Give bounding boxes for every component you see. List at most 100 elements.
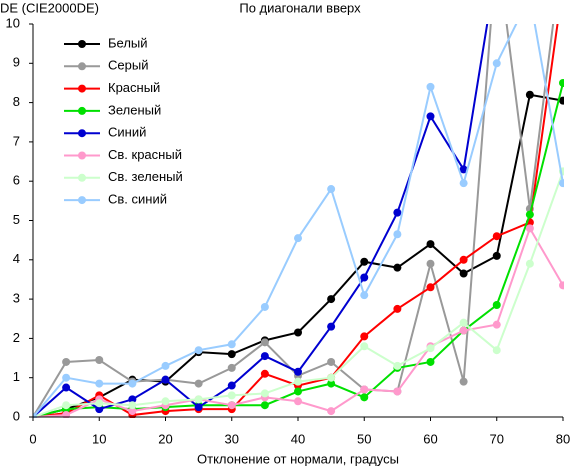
data-point <box>227 350 236 359</box>
legend-marker <box>78 173 86 182</box>
data-point <box>459 377 468 386</box>
data-point <box>459 255 468 264</box>
data-point <box>393 208 402 217</box>
data-point <box>426 240 435 249</box>
data-point <box>294 397 302 406</box>
data-point <box>525 259 534 268</box>
data-point <box>459 326 468 335</box>
data-point <box>62 401 71 410</box>
data-point <box>327 379 336 388</box>
data-point <box>426 82 435 91</box>
data-point <box>194 403 203 412</box>
data-point <box>360 385 369 394</box>
data-point <box>459 269 468 278</box>
data-point <box>327 185 336 194</box>
y-tick-label: 6 <box>13 173 20 188</box>
data-point <box>227 340 236 349</box>
y-axis-label: DE (CIE2000DE) <box>0 0 99 15</box>
data-point <box>360 342 369 351</box>
data-point <box>492 251 501 260</box>
data-point <box>194 346 203 355</box>
plot-area <box>33 24 564 418</box>
x-tick-label: 30 <box>225 431 239 446</box>
y-tick-label: 4 <box>13 251 20 266</box>
data-point <box>95 399 104 408</box>
legend-label: Св. синий <box>108 192 167 207</box>
data-point <box>294 367 302 376</box>
data-point <box>62 411 71 418</box>
data-point <box>294 377 302 386</box>
y-tick-label: 9 <box>13 55 20 70</box>
legend-label: Белый <box>108 35 148 50</box>
data-point <box>95 379 104 388</box>
chart-title: По диагонали вверх <box>239 0 361 15</box>
data-point <box>525 224 534 233</box>
data-point <box>459 165 468 174</box>
y-tick-label: 10 <box>6 15 20 30</box>
data-point <box>327 322 336 331</box>
data-point <box>492 300 501 309</box>
data-point <box>393 263 402 272</box>
data-point <box>393 387 402 396</box>
data-point <box>492 232 501 241</box>
legend-marker <box>78 129 86 138</box>
data-point <box>260 369 269 378</box>
data-point <box>559 96 564 105</box>
legend-marker <box>78 151 86 160</box>
data-point <box>294 387 302 396</box>
x-tick-label: 70 <box>490 431 504 446</box>
data-point <box>227 363 236 372</box>
data-point <box>559 281 564 290</box>
data-point <box>95 405 104 414</box>
data-point <box>459 179 468 188</box>
x-tick-label: 40 <box>291 431 305 446</box>
data-point <box>327 357 336 366</box>
data-point <box>393 361 402 370</box>
data-point <box>327 407 336 416</box>
x-tick-label: 20 <box>158 431 172 446</box>
data-point <box>227 401 236 410</box>
data-point <box>459 318 468 327</box>
legend-label: Св. красный <box>108 147 182 162</box>
data-point <box>294 234 302 243</box>
data-point <box>62 383 71 392</box>
data-point <box>393 304 402 313</box>
data-point <box>128 379 137 388</box>
data-point <box>360 273 369 282</box>
data-point <box>62 373 71 382</box>
data-point <box>95 356 104 365</box>
legend-marker <box>78 62 86 71</box>
data-point <box>559 179 564 188</box>
x-tick-label: 80 <box>556 431 570 446</box>
legend-label: Синий <box>108 125 146 140</box>
y-tick-label: 1 <box>13 369 20 384</box>
data-point <box>227 391 236 400</box>
legend-marker <box>78 196 86 205</box>
y-tick-label: 5 <box>13 212 20 227</box>
data-point <box>360 393 369 402</box>
data-point <box>128 401 137 410</box>
data-point <box>360 332 369 341</box>
legend-marker <box>78 84 86 93</box>
data-point <box>426 259 435 268</box>
data-point <box>393 230 402 239</box>
data-point <box>194 379 203 388</box>
data-point <box>559 78 564 87</box>
x-tick-label: 10 <box>92 431 106 446</box>
data-point <box>426 283 435 292</box>
data-point <box>525 90 534 99</box>
data-point <box>227 381 236 390</box>
data-point <box>161 397 170 406</box>
data-point <box>426 344 435 353</box>
data-point <box>492 59 501 68</box>
data-point <box>260 302 269 311</box>
legend-label: Св. зеленый <box>108 169 183 184</box>
data-point <box>260 389 269 398</box>
legend-marker <box>78 40 86 48</box>
data-point <box>360 257 369 266</box>
data-point <box>327 373 336 382</box>
data-point <box>161 375 170 384</box>
data-point <box>492 320 501 329</box>
data-point <box>525 210 534 219</box>
